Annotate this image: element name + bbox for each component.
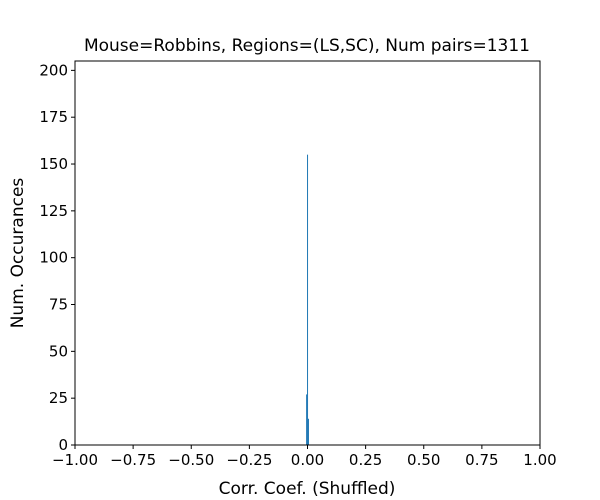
y-tick-label: 25	[49, 389, 68, 407]
y-tick-label: 125	[39, 202, 68, 220]
histogram-bar-1	[307, 154, 309, 445]
y-tick-label: 0	[58, 436, 68, 454]
y-tick-label: 100	[39, 249, 68, 267]
y-tick-label: 175	[39, 108, 68, 126]
x-tick-label: −0.75	[110, 451, 156, 469]
x-axis: −1.00 −0.75 −0.50 −0.25 0.00 0.25 0.50 0.75 1.00	[52, 445, 557, 469]
y-tick-label: 200	[39, 61, 68, 79]
x-tick-label: 1.00	[523, 451, 556, 469]
x-tick-label: 0.75	[465, 451, 498, 469]
y-tick-label: 150	[39, 155, 68, 173]
y-tick-label: 50	[49, 342, 68, 360]
x-tick-label: 0.00	[291, 451, 324, 469]
x-tick-label: −1.00	[52, 451, 98, 469]
chart-title: Mouse=Robbins, Regions=(LS,SC), Num pair…	[84, 36, 530, 56]
y-tick-label: 75	[49, 296, 68, 314]
x-tick-label: −0.50	[168, 451, 214, 469]
x-tick-label: 0.50	[407, 451, 440, 469]
x-tick-label: 0.25	[349, 451, 382, 469]
x-tick-label: −0.25	[226, 451, 272, 469]
histogram-bar-2	[307, 418, 309, 445]
histogram-bar-0	[306, 394, 308, 445]
plot-area	[306, 154, 309, 445]
y-axis: 0 25 50 75 100 125 150 175 200	[39, 61, 75, 454]
y-axis-label: Num. Occurances	[8, 178, 28, 329]
x-axis-label: Corr. Coef. (Shuffled)	[219, 479, 396, 499]
